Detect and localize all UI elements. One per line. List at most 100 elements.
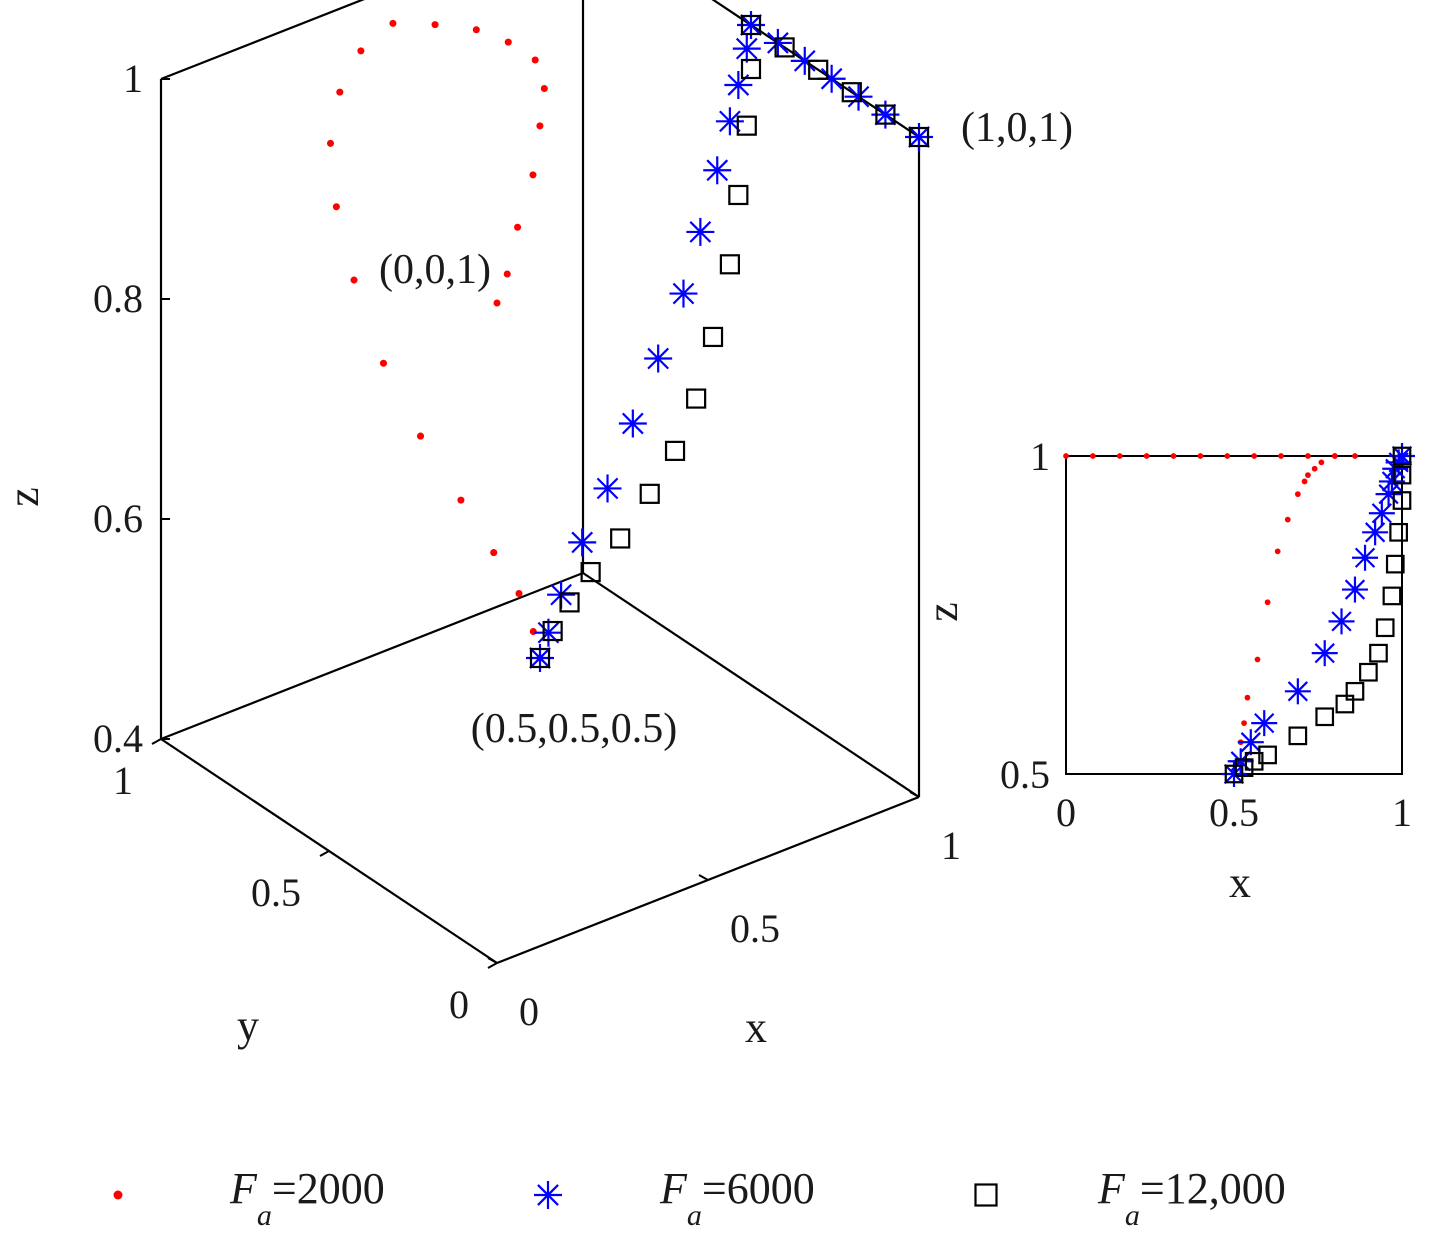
y-tick-mark — [487, 962, 498, 969]
data-point — [493, 299, 501, 307]
data-point — [686, 217, 715, 246]
data-point-2d — [1389, 522, 1408, 542]
data-point — [490, 549, 498, 557]
plot-2d-frame — [1065, 455, 1403, 775]
data-point — [841, 82, 862, 103]
legend-item: Fa=6000 — [534, 1164, 815, 1232]
data-point-2d — [1392, 465, 1412, 485]
y-tick-label: 1 — [113, 758, 133, 803]
data-point-2d — [1063, 453, 1069, 459]
data-point — [529, 628, 537, 636]
z-axis-label-3d: z — [0, 487, 48, 507]
legend-label: Fa=6000 — [659, 1164, 815, 1232]
y-tick-label: 0.5 — [251, 870, 301, 915]
corner-annotation: (0.5,0.5,0.5) — [471, 706, 677, 752]
legend-item: Fa=12,000 — [974, 1164, 1286, 1232]
data-point-2d — [1251, 710, 1278, 737]
data-point — [719, 254, 741, 275]
x-tick-label: 0 — [519, 989, 539, 1034]
plot-2d-markers — [1063, 443, 1415, 787]
data-point — [736, 115, 757, 136]
data-point — [529, 171, 537, 179]
data-point-2d — [1305, 453, 1311, 459]
data-point — [732, 34, 761, 63]
series-square — [529, 14, 930, 669]
corner-annotation: (1,0,1) — [961, 105, 1073, 151]
data-point — [417, 432, 425, 440]
data-point-2d — [1335, 694, 1355, 714]
data-point-2d — [1305, 472, 1311, 478]
data-point-2d — [1170, 453, 1177, 459]
data-point — [664, 440, 686, 461]
legend-subscript: a — [687, 1199, 702, 1232]
box-edge — [160, 0, 365, 81]
data-point-2d — [1311, 465, 1318, 472]
series-dot — [326, 19, 548, 662]
data-point-2d — [1368, 500, 1395, 527]
data-point-2d — [1244, 694, 1251, 701]
plot-3d-ticks: 0.4 0.6 0.8 1 0 0.5 1 0 0.5 1 — [93, 56, 961, 1034]
series-2d-asterisk — [1221, 443, 1415, 787]
data-point — [332, 203, 340, 211]
z-tick-label-2d: 1 — [1030, 434, 1050, 479]
legend-item: Fa=2000 — [113, 1164, 385, 1232]
data-point — [740, 58, 762, 80]
legend-marker — [534, 1181, 562, 1209]
data-point — [503, 270, 511, 278]
data-point — [336, 88, 344, 96]
data-point — [389, 19, 397, 27]
data-point — [540, 84, 548, 93]
data-point-2d — [1352, 453, 1358, 459]
data-point-2d — [1301, 478, 1308, 485]
y-tick-mark — [151, 738, 162, 745]
data-point-2d — [1264, 599, 1271, 606]
y-axis-label-3d: y — [237, 1001, 259, 1050]
data-point — [702, 326, 724, 348]
x-tick-label: 0.5 — [730, 906, 780, 951]
plot-3d-markers — [326, 11, 933, 672]
y-tick-label: 0 — [449, 982, 469, 1027]
data-point-2d — [1318, 459, 1325, 466]
data-point — [514, 223, 522, 231]
x-tick-label-2d: 0.5 — [1209, 790, 1259, 835]
data-point-2d — [1385, 554, 1405, 574]
data-point-2d — [1251, 453, 1258, 459]
data-point-2d — [1274, 548, 1281, 555]
data-point-2d — [1234, 758, 1254, 777]
x-tick-mark — [698, 874, 709, 881]
legend: Fa=2000 Fa=6000 Fa=12,000 — [113, 1164, 1286, 1232]
data-point-2d — [1116, 453, 1123, 459]
data-point — [703, 156, 732, 185]
data-point-2d — [1315, 707, 1335, 727]
data-point — [644, 344, 673, 373]
data-point-2d — [1258, 745, 1277, 765]
data-point — [379, 359, 388, 367]
legend-label: Fa=2000 — [229, 1164, 385, 1232]
x-tick-label-2d: 1 — [1392, 790, 1412, 835]
data-point — [669, 279, 698, 308]
data-point-2d — [1392, 491, 1412, 510]
data-point-2d — [1288, 726, 1308, 746]
data-point — [593, 474, 622, 503]
legend-value: =6000 — [702, 1164, 815, 1213]
data-point-2d — [1362, 519, 1389, 546]
data-point-2d — [1382, 586, 1402, 606]
data-point-2d — [1143, 453, 1150, 459]
data-point-2d — [1331, 453, 1338, 459]
corner-annotation: (0,0,1) — [379, 247, 491, 293]
z-tick-label: 1 — [123, 56, 143, 101]
data-point — [357, 47, 365, 55]
z-tick-label: 0.6 — [93, 496, 143, 541]
data-point-2d — [1369, 643, 1388, 663]
data-point — [763, 28, 792, 57]
box-edge — [582, 572, 920, 798]
data-point-2d — [1352, 544, 1379, 571]
data-point-2d — [1254, 656, 1261, 663]
data-point-2d — [1284, 678, 1311, 705]
legend-value: =12,000 — [1140, 1164, 1286, 1213]
data-point-2d — [1341, 576, 1368, 603]
data-point — [774, 37, 795, 58]
data-point — [728, 184, 749, 206]
data-point-2d — [1244, 751, 1264, 771]
